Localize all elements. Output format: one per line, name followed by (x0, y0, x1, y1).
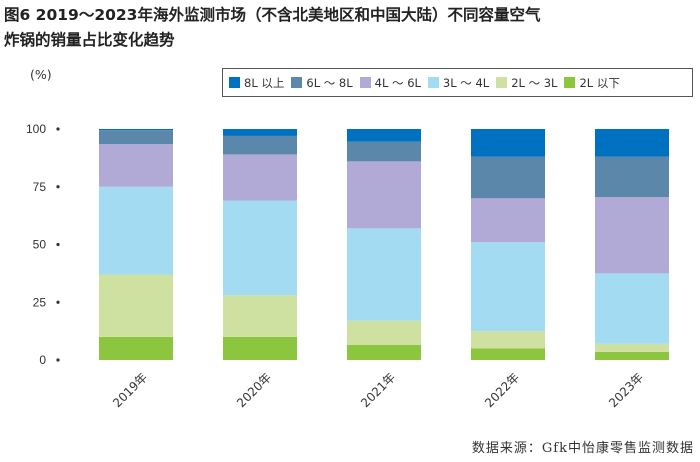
y-tick-label: 0 (39, 353, 46, 367)
x-tick-label: 2023年 (606, 370, 646, 410)
legend-swatch (229, 77, 240, 88)
bar-segment-s3to4-4 (471, 242, 545, 332)
chart-legend: 8L 以上 6L ～ 8L 4L ～ 6L 3L ～ 4L 2L ～ 3L 2L 以下 (222, 68, 693, 97)
legend-label: 3L ～ 4L (442, 75, 490, 90)
legend-item-s8plus: 8L 以上 (229, 75, 284, 91)
bar-segment-s6to8-3 (347, 141, 421, 162)
legend-label: 2L 以下 (579, 75, 620, 90)
bar-segment-s8plus-4 (471, 129, 545, 157)
y-tick-mark (56, 127, 60, 131)
bar-segment-s4to6-4 (471, 198, 545, 243)
y-tick-mark (56, 358, 60, 362)
legend-item-s2to3: 2L ～ 3L (496, 75, 557, 91)
bar-segment-s4to6-3 (347, 161, 421, 229)
bar-segment-s2less-3 (347, 344, 421, 360)
bar-segment-s4to6-5 (595, 197, 669, 274)
x-tick-label: 2019年 (110, 370, 150, 410)
bar-segment-s2less-5 (595, 351, 669, 360)
y-tick-label: 100 (26, 122, 46, 136)
legend-item-s3to4: 3L ～ 4L (427, 75, 490, 91)
bar-segment-s2less-2 (223, 336, 297, 360)
legend-swatch (496, 77, 508, 88)
bar-segment-s3to4-3 (347, 228, 421, 321)
bar-segment-s2to3-4 (471, 331, 545, 349)
legend-swatch (427, 77, 439, 88)
y-axis-unit-label: (%) (30, 67, 52, 82)
bar-segment-s3to4-2 (223, 200, 297, 296)
y-tick-mark (56, 242, 60, 247)
x-tick-label: 2020年 (234, 370, 274, 410)
legend-label: 2L ～ 3L (511, 75, 558, 90)
bar-segment-s3to4-5 (595, 273, 669, 344)
y-tick-label: 75 (33, 180, 47, 194)
bar-segment-s2less-4 (471, 348, 545, 360)
bar-segment-s2less-1 (99, 336, 173, 360)
bar-segment-s2to3-2 (223, 295, 297, 337)
y-tick-mark (56, 300, 60, 304)
bar-segment-s8plus-2 (223, 129, 297, 136)
legend-item-s4to6: 4L ～ 6L (359, 75, 421, 91)
bar-segment-s6to8-1 (99, 130, 173, 145)
bar-segment-s6to8-4 (471, 156, 545, 199)
bar-segment-s2to3-1 (99, 274, 173, 337)
legend-swatch (564, 77, 576, 88)
legend-swatch (359, 77, 371, 88)
chart-title: 图6 2019～2023年海外监测市场（不含北美地区和中国大陆）不同容量空气 炸… (4, 3, 696, 53)
bar-segment-s3to4-1 (99, 186, 173, 275)
x-tick-label: 2022年 (482, 370, 522, 410)
bar-segment-s2to3-5 (595, 343, 669, 352)
chart-title-line-2: 炸锅的销量占比变化趋势 (4, 31, 175, 49)
bar-segment-s6to8-5 (595, 156, 669, 198)
bar-segment-s4to6-2 (223, 154, 297, 201)
bar-segment-s2to3-3 (347, 320, 421, 345)
bar-segment-s8plus-3 (347, 129, 421, 142)
legend-swatch (291, 77, 303, 88)
legend-item-s2less: 2L 以下 (564, 75, 620, 91)
chart-title-line-1: 图6 2019～2023年海外监测市场（不含北美地区和中国大陆）不同容量空气 (4, 6, 541, 24)
bar-segment-s8plus-5 (595, 129, 669, 157)
legend-label: 8L 以上 (244, 75, 285, 90)
bar-segment-s8plus-1 (99, 129, 173, 131)
y-tick-label: 50 (33, 238, 47, 252)
legend-item-s6to8: 6L ～ 8L (291, 75, 353, 91)
bar-segment-s4to6-1 (99, 144, 173, 187)
legend-label: 6L ～ 8L (306, 75, 353, 90)
y-tick-mark (56, 185, 60, 189)
legend-label: 4L ～ 6L (374, 75, 421, 90)
y-tick-label: 25 (33, 295, 47, 309)
x-tick-label: 2021年 (358, 370, 398, 410)
data-source-note: 数据来源：Gfk中怡康零售监测数据 (471, 441, 694, 456)
bar-segment-s6to8-2 (223, 135, 297, 155)
